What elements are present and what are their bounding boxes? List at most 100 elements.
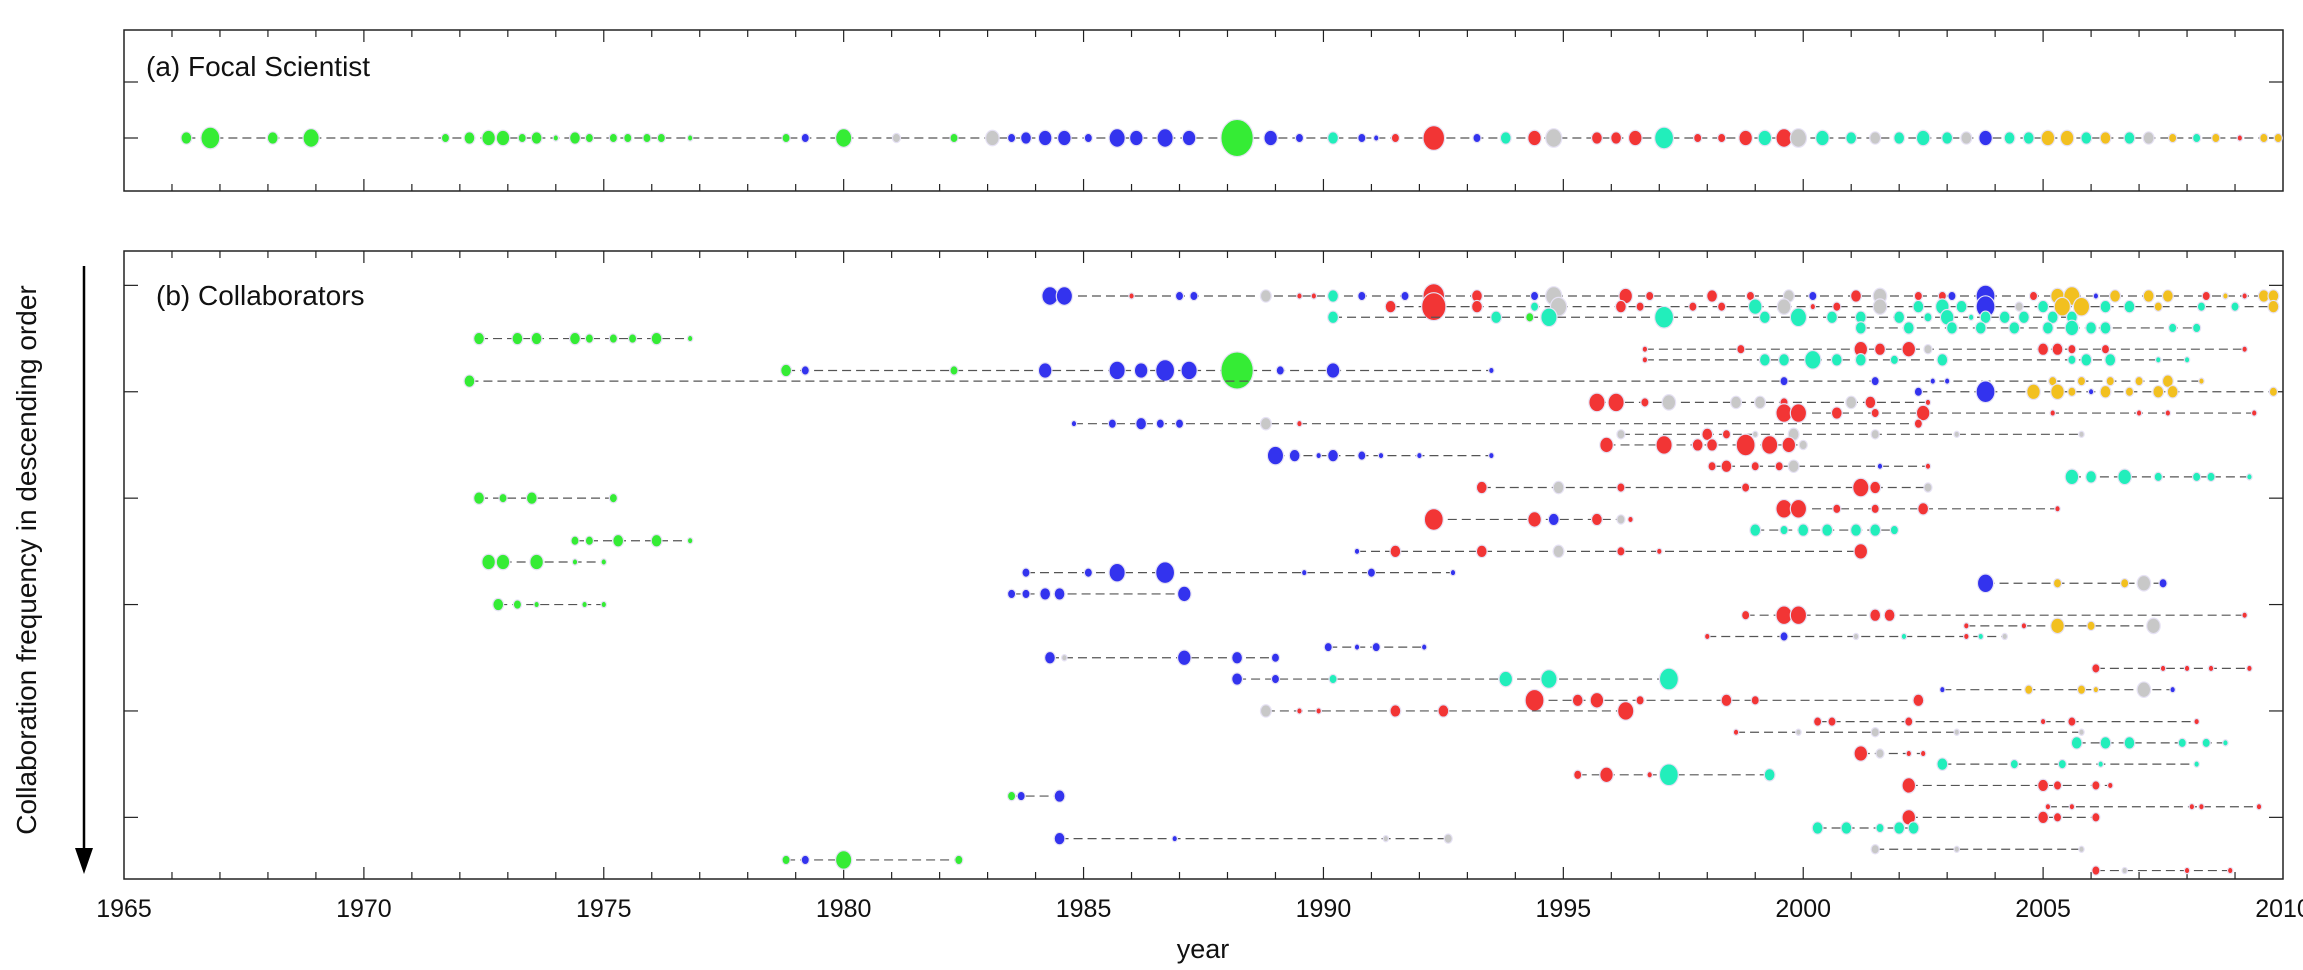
publication-point xyxy=(1155,359,1176,382)
publication-point xyxy=(1189,290,1199,302)
collaborator-row xyxy=(2091,865,2234,876)
publication-point xyxy=(2241,292,2248,300)
collaborator-row xyxy=(2070,736,2229,750)
publication-point xyxy=(2121,866,2128,875)
publication-point xyxy=(1875,748,1885,759)
publication-point xyxy=(1798,439,1808,451)
publication-point xyxy=(1747,298,1763,315)
publication-point xyxy=(600,558,608,566)
publication-point xyxy=(612,533,625,548)
publication-point xyxy=(1915,404,1931,422)
publication-point xyxy=(2168,132,2178,144)
publication-point xyxy=(1610,131,1623,145)
publication-point xyxy=(1936,353,1949,367)
publication-point xyxy=(2040,129,2056,147)
publication-point xyxy=(2059,129,2075,147)
publication-point xyxy=(1978,129,1993,147)
publication-point xyxy=(1953,728,1961,736)
publication-point xyxy=(200,126,221,150)
publication-point xyxy=(1693,132,1703,144)
publication-point xyxy=(1371,641,1381,653)
publication-point xyxy=(1573,769,1583,781)
publication-point xyxy=(1779,375,1789,387)
publication-point xyxy=(1776,298,1792,315)
publication-point xyxy=(266,131,279,145)
collaborator-row xyxy=(1323,641,1428,653)
publication-point xyxy=(1658,763,1679,787)
collaborator-row xyxy=(1775,403,2258,423)
x-tick-label: 2005 xyxy=(2015,895,2071,923)
collaborator-row xyxy=(1740,605,2248,626)
publication-point xyxy=(781,854,791,866)
publication-point xyxy=(1924,462,1932,470)
publication-point xyxy=(2153,301,2163,312)
x-tick-label: 1995 xyxy=(1536,895,1592,923)
publication-point xyxy=(2211,132,2221,144)
publication-point xyxy=(1812,716,1823,727)
publication-point xyxy=(1540,307,1558,328)
publication-point xyxy=(1037,129,1053,147)
publication-point xyxy=(2268,386,2279,398)
publication-point xyxy=(1006,132,1017,144)
publication-point xyxy=(2241,345,2248,353)
publication-point xyxy=(2041,321,2054,335)
publication-point xyxy=(985,129,1000,147)
publication-point xyxy=(2091,812,2101,823)
collaborator-row xyxy=(1976,573,2168,594)
publication-point xyxy=(1870,429,1880,440)
publication-point xyxy=(1043,650,1056,665)
publication-point xyxy=(473,491,486,505)
publication-point xyxy=(2099,384,2112,399)
publication-point xyxy=(2020,622,2028,630)
publication-point xyxy=(1231,650,1244,665)
collaborator-row xyxy=(1870,844,2085,855)
publication-point xyxy=(656,132,667,144)
publication-point xyxy=(1852,632,1860,641)
publication-point xyxy=(1977,632,1985,641)
publication-point xyxy=(1905,749,1913,758)
publication-point xyxy=(2136,681,2152,699)
publication-point xyxy=(1757,129,1773,147)
publication-point xyxy=(2226,866,2234,875)
publication-point xyxy=(1327,448,1340,463)
publication-point xyxy=(1135,416,1148,431)
publication-point xyxy=(1614,299,1627,314)
publication-point xyxy=(581,600,588,609)
publication-point xyxy=(1945,321,1958,335)
publication-point xyxy=(2037,299,2050,314)
publication-point xyxy=(1646,771,1653,779)
publication-point xyxy=(2037,778,2050,793)
publication-point xyxy=(2039,717,2047,726)
publication-point xyxy=(1873,342,1886,356)
publication-point xyxy=(2078,728,2085,736)
publication-point xyxy=(2123,736,2136,750)
collaborator-row xyxy=(1006,789,1066,803)
publication-point xyxy=(1470,299,1483,314)
publication-point xyxy=(570,535,580,546)
publication-point xyxy=(1616,514,1626,525)
publication-point xyxy=(1691,438,1704,452)
publication-point xyxy=(1310,292,1318,300)
publication-point xyxy=(2123,131,2136,145)
publication-point xyxy=(1384,299,1397,314)
publication-point xyxy=(781,132,791,144)
publication-point xyxy=(1315,707,1322,715)
publication-point xyxy=(2166,384,2179,399)
collaborator-row xyxy=(1353,543,1869,560)
publication-point xyxy=(1133,362,1149,379)
publication-point xyxy=(1325,362,1341,379)
collaborator-row xyxy=(1041,283,2280,310)
publication-point xyxy=(584,535,595,546)
publication-point xyxy=(1021,567,1031,578)
y-axis-label: Collaboration frequency in descending or… xyxy=(11,285,42,834)
publication-point xyxy=(530,131,543,145)
x-tick-label: 2010 xyxy=(2255,895,2303,923)
publication-point xyxy=(1832,503,1842,515)
publication-point xyxy=(2091,865,2101,876)
publication-point xyxy=(1789,403,1808,423)
publication-point xyxy=(1389,544,1402,559)
publication-point xyxy=(2026,383,2041,401)
panel-b-frame xyxy=(123,250,2284,880)
publication-point xyxy=(2057,758,2067,770)
publication-point xyxy=(1750,460,1760,472)
